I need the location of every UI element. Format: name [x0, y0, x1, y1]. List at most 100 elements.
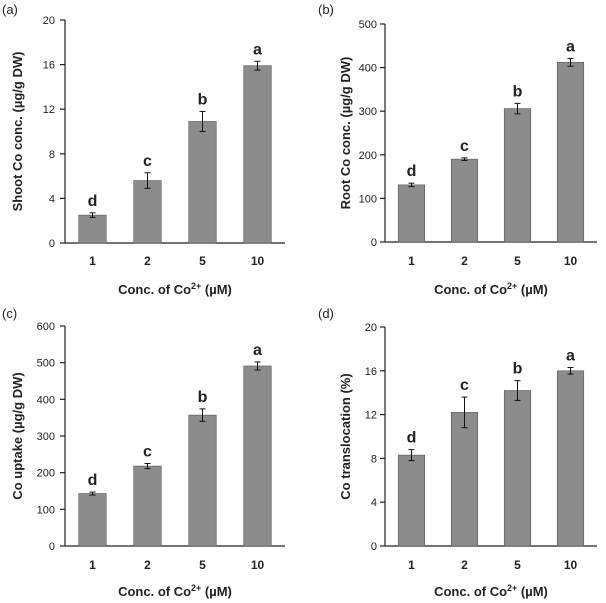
bar-1	[397, 454, 426, 547]
chart-panel-1: (a) 0 4 8 12 16 20 d 1 c 2 b 5 a 10 Conc. of Co2+ (µM) S…	[2, 2, 285, 297]
bar-5	[188, 414, 217, 547]
y-tick-label: 12	[365, 410, 377, 422]
x-axis-label-unit: (µM)	[201, 282, 232, 297]
y-axis-label: Root Co conc. (µg/g DW)	[338, 57, 353, 210]
y-tick-label: 8	[371, 453, 377, 465]
x-tick-label: 2	[461, 254, 468, 268]
x-tick-label: 5	[199, 558, 206, 572]
significance-letter: c	[460, 377, 469, 394]
x-axis-label-superscript: 2+	[507, 583, 517, 593]
bar-10	[556, 370, 585, 547]
x-tick-label: 2	[461, 558, 468, 572]
y-tick-label: 300	[37, 431, 55, 443]
y-tick-label: 200	[37, 468, 55, 480]
y-tick-label: 0	[49, 238, 55, 250]
x-axis-label-base: Conc. of Co	[118, 584, 191, 599]
significance-letter: b	[513, 361, 523, 378]
bar-5	[503, 390, 532, 547]
panel-label: (a)	[2, 2, 18, 17]
y-tick-label: 400	[359, 63, 377, 75]
chart-panel-2: (b) 0 100 200 300 400 500 d 1 c 2 b 5 a 10 Conc. of Co2…	[318, 2, 597, 297]
significance-letter: b	[198, 91, 208, 108]
y-tick-label: 0	[371, 237, 377, 249]
x-tick-label: 2	[144, 558, 151, 572]
y-tick-label: 16	[43, 60, 55, 72]
bar-10	[243, 365, 272, 547]
bar-2	[133, 180, 162, 244]
y-axis-label: Co uptake (µg/g DW)	[10, 372, 25, 499]
y-tick-label: 12	[43, 104, 55, 116]
x-axis-label-base: Conc. of Co	[434, 584, 507, 599]
significance-letter: b	[198, 389, 208, 406]
y-tick-label: 300	[359, 106, 377, 118]
significance-letter: a	[253, 41, 262, 58]
chart-panel-3: (c) 0 100 200 300 400 500 600 d 1 c 2 b 5 a 10 Conc. of …	[2, 306, 285, 599]
y-axis-label: Shoot Co conc. (µg/g DW)	[10, 52, 25, 212]
y-tick-label: 500	[37, 358, 55, 370]
x-axis-label-unit: (µM)	[517, 584, 548, 599]
y-tick-label: 600	[37, 321, 55, 333]
x-tick-label: 1	[408, 254, 415, 268]
y-tick-label: 4	[371, 497, 377, 509]
significance-letter: d	[407, 430, 417, 447]
significance-letter: a	[566, 38, 575, 55]
x-tick-label: 5	[514, 558, 521, 572]
panel-label: (d)	[318, 306, 334, 321]
x-axis-label-base: Conc. of Co	[118, 282, 191, 297]
panel-label: (b)	[318, 2, 334, 17]
significance-letter: d	[88, 193, 98, 210]
y-tick-label: 4	[49, 193, 55, 205]
x-axis-label-superscript: 2+	[191, 281, 201, 291]
x-axis-label: Conc. of Co2+ (µM)	[118, 583, 232, 599]
x-axis-label-superscript: 2+	[507, 281, 517, 291]
significance-letter: d	[88, 472, 98, 489]
bar-5	[503, 108, 532, 243]
x-axis-label-unit: (µM)	[201, 584, 232, 599]
y-tick-label: 100	[359, 193, 377, 205]
x-tick-label: 5	[199, 254, 206, 268]
panel-label: (c)	[2, 306, 17, 321]
significance-letter: c	[143, 153, 152, 170]
x-tick-label: 1	[408, 558, 415, 572]
bar-2	[450, 158, 479, 243]
y-axis-label: Co translocation (%)	[338, 373, 353, 499]
bar-10	[556, 62, 585, 243]
x-tick-label: 10	[564, 254, 578, 268]
y-tick-label: 500	[359, 19, 377, 31]
x-tick-label: 1	[89, 558, 96, 572]
x-axis-label: Conc. of Co2+ (µM)	[118, 281, 232, 297]
y-tick-label: 8	[49, 149, 55, 161]
x-tick-label: 2	[144, 254, 151, 268]
bar-5	[188, 121, 217, 244]
y-tick-label: 20	[365, 322, 377, 334]
x-tick-label: 1	[89, 254, 96, 268]
y-tick-label: 20	[43, 15, 55, 27]
x-tick-label: 10	[251, 558, 265, 572]
y-tick-label: 100	[37, 504, 55, 516]
significance-letter: b	[513, 83, 523, 100]
y-tick-label: 16	[365, 366, 377, 378]
significance-letter: a	[253, 342, 262, 359]
significance-letter: a	[566, 348, 575, 365]
bar-1	[78, 493, 107, 547]
x-tick-label: 10	[564, 558, 578, 572]
y-tick-label: 0	[49, 541, 55, 553]
bar-2	[133, 465, 162, 547]
x-tick-label: 10	[251, 254, 265, 268]
y-tick-label: 400	[37, 394, 55, 406]
y-tick-label: 200	[359, 150, 377, 162]
x-axis-label-base: Conc. of Co	[434, 282, 507, 297]
x-axis-label-unit: (µM)	[517, 282, 548, 297]
significance-letter: c	[460, 138, 469, 155]
bar-1	[78, 214, 107, 244]
significance-letter: d	[407, 163, 417, 180]
bar-10	[243, 65, 272, 244]
x-axis-label: Conc. of Co2+ (µM)	[434, 583, 548, 599]
significance-letter: c	[143, 444, 152, 461]
y-tick-label: 0	[371, 541, 377, 553]
bar-2	[450, 412, 479, 547]
bar-1	[397, 184, 426, 243]
x-axis-label: Conc. of Co2+ (µM)	[434, 281, 548, 297]
